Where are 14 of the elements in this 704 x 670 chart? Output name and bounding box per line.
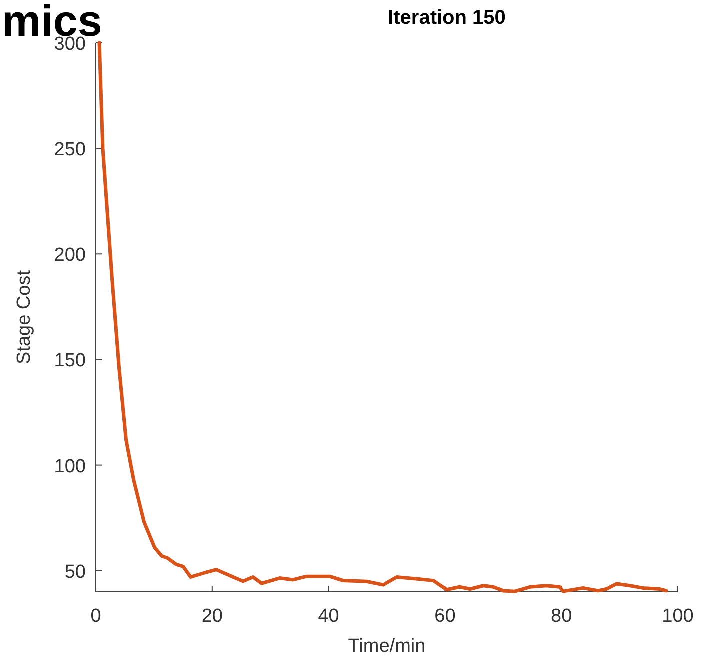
y-tick-label: 250 [54,140,86,161]
x-tick-label: 60 [434,606,456,627]
x-tick-label: 100 [662,606,694,627]
y-tick-label: 150 [54,350,86,372]
x-tick-label: 20 [202,606,223,627]
y-tick-label: 200 [54,245,86,266]
chart-title: Iteration 150 [388,7,506,29]
x-tick-label: 80 [551,606,572,627]
y-tick-label: 50 [64,562,86,583]
y-axis-title: Stage Cost [14,270,35,364]
x-axis-title: Time/min [348,636,426,657]
y-tick-label: 100 [54,456,86,478]
x-tick-label: 40 [318,606,340,627]
x-tick-label: 0 [90,606,102,627]
